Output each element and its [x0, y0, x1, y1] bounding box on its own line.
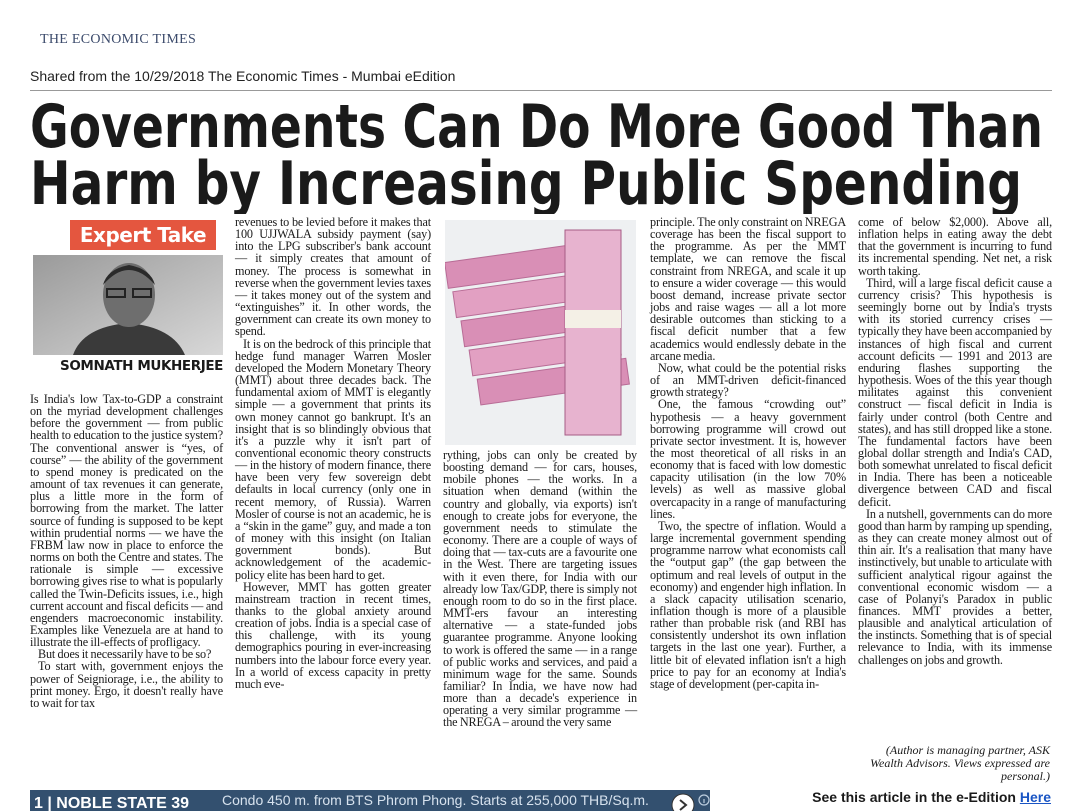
paragraph: In a nutshell, governments can do more g… [858, 506, 1052, 667]
paragraph: Now, what could be the potential risks o… [650, 360, 846, 400]
e-edition-link: See this article in the e-Edition Here [812, 789, 1051, 805]
shared-line: Shared from the 10/29/2018 The Economic … [30, 68, 456, 84]
ad-info-icon[interactable] [698, 794, 710, 806]
headline-line: Harm by Increasing Public Spending [30, 149, 1022, 214]
cta-link[interactable]: Here [1019, 789, 1051, 805]
photo-money [445, 220, 636, 445]
byline: (Author is managing partner, ASK Wealth … [870, 743, 1050, 783]
cta-text: See this article in the e-Edition [812, 789, 1016, 805]
paragraph: However, MMT has gotten greater mainstre… [235, 579, 431, 691]
section-tag: Expert Take [70, 220, 216, 250]
paragraph: come of below $2,000). Above all, inflat… [858, 215, 1052, 278]
ad-text: Condo 450 m. from BTS Phrom Phong. Start… [222, 792, 649, 808]
paragraph: rything, jobs can only be created by boo… [443, 448, 637, 730]
text-column: principle. The only constraint on NREGA … [650, 216, 846, 690]
text-column: Is India's low Tax-to-GDP a constraint o… [30, 393, 223, 709]
author-name: SOMNATH MUKHERJEE [60, 358, 223, 374]
paragraph: It is on the bedrock of this principle t… [235, 336, 431, 582]
paragraph: One, the famous “crowding out” hypothesi… [650, 397, 846, 521]
paragraph: revenues to be levied before it makes th… [235, 215, 431, 339]
ad-banner[interactable]: 1 | NOBLE STATE 39 Condo 450 m. from BTS… [30, 790, 710, 811]
paragraph: To start with, government enjoys the pow… [30, 659, 223, 710]
text-column: rything, jobs can only be created by boo… [443, 449, 637, 729]
ad-arrow-button[interactable] [670, 792, 696, 811]
paragraph: Two, the spectre of inflation. Would a l… [650, 518, 846, 691]
headline-line: Governments Can Do More Good Than [30, 92, 1043, 162]
paragraph: But does it necessarily have to be so? [38, 647, 212, 662]
author-photo [33, 255, 223, 355]
headline: Governments Can Do More Good Than Harm b… [30, 92, 1043, 214]
paragraph: Is India's low Tax-to-GDP a constraint o… [30, 392, 223, 650]
ad-title: 1 | NOBLE STATE 39 [34, 795, 190, 811]
masthead: THE ECONOMIC TIMES [40, 32, 197, 47]
paragraph: Third, will a large fiscal deficit cause… [858, 275, 1052, 509]
text-column: revenues to be levied before it makes th… [235, 216, 431, 690]
text-column: come of below $2,000). Above all, inflat… [858, 216, 1052, 666]
divider [30, 90, 1052, 91]
paragraph: principle. The only constraint on NREGA … [650, 215, 846, 363]
